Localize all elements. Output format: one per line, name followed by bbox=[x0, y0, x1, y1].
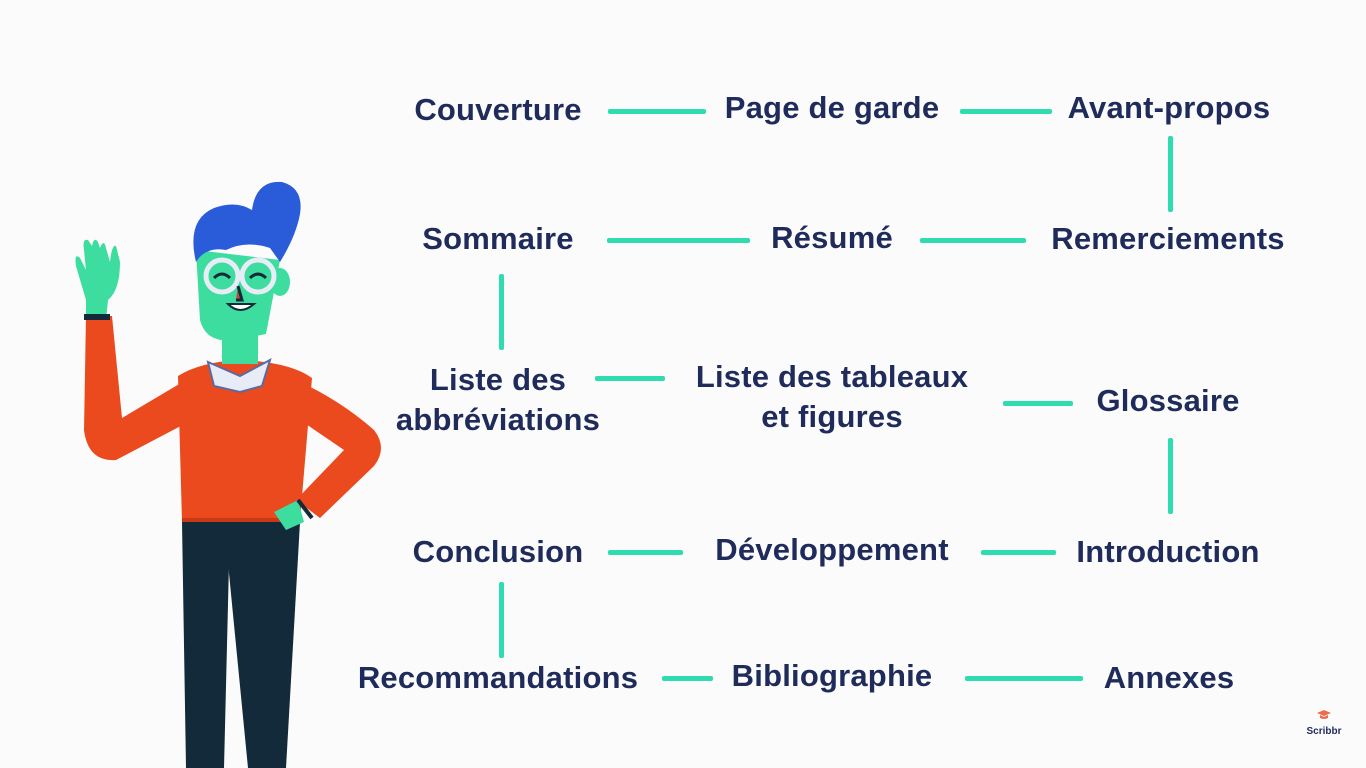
connector-liste-tableaux-glossaire bbox=[1003, 401, 1073, 406]
connector-avant-propos-remerciements bbox=[1168, 136, 1173, 212]
node-recommandations: Recommandations bbox=[357, 660, 639, 695]
connector-page-de-garde-avant-propos bbox=[960, 109, 1052, 114]
connector-resume-sommaire bbox=[607, 238, 750, 243]
connector-glossaire-introduction bbox=[1168, 438, 1173, 514]
node-sommaire: Sommaire bbox=[422, 221, 574, 256]
logo-text: Scribbr bbox=[1306, 726, 1342, 737]
node-liste-tableaux-line-1: Liste des tableaux bbox=[695, 359, 969, 394]
node-resume: Résumé bbox=[771, 220, 893, 255]
connector-remerciements-resume bbox=[920, 238, 1026, 243]
node-developpement: Développement bbox=[715, 532, 949, 567]
node-liste-tableaux-line-2: et figures bbox=[761, 399, 903, 434]
node-conclusion: Conclusion bbox=[412, 534, 584, 569]
graduation-cap-icon bbox=[1317, 710, 1331, 719]
connector-bibliographie-annexes bbox=[965, 676, 1083, 681]
node-liste-abbreviations-line-2: abbréviations bbox=[395, 402, 601, 437]
node-liste-tableaux: Liste des tableaux et figures bbox=[696, 357, 968, 437]
connector-sommaire-liste-abbreviations bbox=[499, 274, 504, 350]
connector-couverture-page-de-garde bbox=[608, 109, 706, 114]
connector-liste-abbreviations-liste-tableaux bbox=[595, 376, 665, 381]
scribbr-logo: Scribbr bbox=[1306, 708, 1342, 738]
node-bibliographie: Bibliographie bbox=[731, 658, 933, 693]
node-remerciements: Remerciements bbox=[1051, 221, 1285, 256]
connector-introduction-developpement bbox=[981, 550, 1056, 555]
node-liste-abbreviations-line-1: Liste des bbox=[429, 362, 567, 397]
connector-conclusion-recommandations bbox=[499, 582, 504, 658]
node-page-de-garde: Page de garde bbox=[724, 90, 940, 125]
node-annexes: Annexes bbox=[1103, 660, 1235, 695]
node-glossaire: Glossaire bbox=[1096, 383, 1240, 418]
node-introduction: Introduction bbox=[1076, 534, 1260, 569]
node-liste-abbreviations: Liste des abbréviations bbox=[396, 360, 600, 440]
node-avant-propos: Avant-propos bbox=[1067, 90, 1271, 125]
connector-developpement-conclusion bbox=[608, 550, 683, 555]
node-couverture: Couverture bbox=[414, 92, 582, 127]
connector-recommandations-bibliographie bbox=[662, 676, 713, 681]
waving-man-illustration bbox=[75, 181, 381, 768]
